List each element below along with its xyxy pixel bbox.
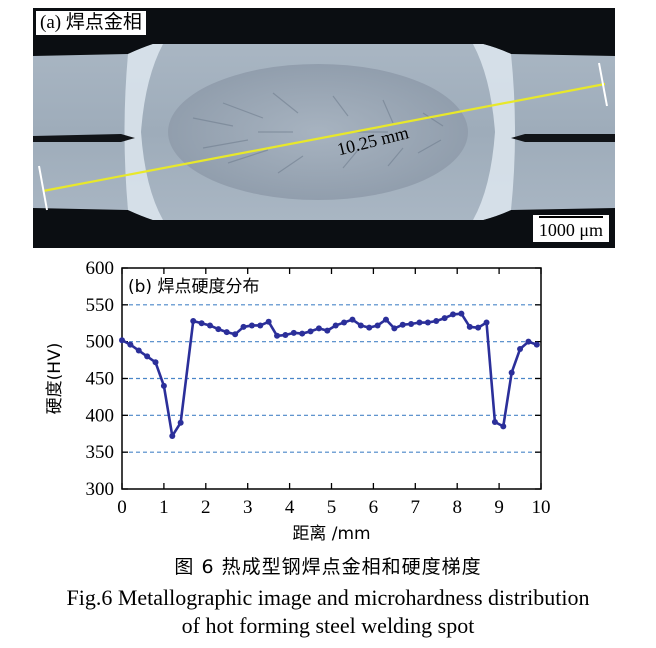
hardness-chart-svg: 300 350 400 450 500 550 600 0 1 2 3 4 5 6 7 8 9 10 (b) 焊点… — [45, 258, 551, 544]
data-point — [458, 310, 465, 317]
data-point — [399, 321, 406, 328]
data-point — [408, 320, 415, 327]
x-tick-label: 8 — [452, 497, 462, 518]
x-tick-label: 1 — [159, 497, 169, 518]
data-point — [374, 322, 381, 329]
nugget-texture — [192, 92, 444, 174]
data-point — [424, 319, 431, 326]
data-point — [190, 318, 197, 325]
scale-bar: 1000 μm — [532, 215, 609, 242]
scale-bar-label: 1000 μm — [538, 220, 603, 240]
y-tick-label: 500 — [86, 332, 115, 353]
x-axis-title: 距离 /mm — [292, 524, 370, 544]
data-point — [290, 329, 297, 336]
data-point — [248, 322, 255, 329]
x-tick-label: 9 — [494, 497, 504, 518]
data-point — [525, 338, 532, 345]
x-tick-label: 6 — [369, 497, 379, 518]
y-tick-label: 350 — [86, 442, 115, 463]
data-point — [160, 382, 167, 389]
data-point — [232, 331, 239, 338]
data-point — [382, 316, 389, 323]
measurement-line — [42, 82, 606, 193]
data-point — [215, 326, 222, 333]
data-point — [169, 432, 176, 439]
data-point — [517, 346, 524, 353]
data-point — [483, 319, 490, 326]
data-point — [127, 341, 134, 348]
data-point — [433, 318, 440, 325]
data-point — [324, 327, 331, 334]
data-point — [307, 328, 314, 335]
x-tick-label: 0 — [117, 497, 127, 518]
data-point — [223, 329, 230, 336]
data-point — [206, 322, 213, 329]
figure-caption-en-line1: Fig.6 Metallographic image and microhard… — [66, 585, 590, 610]
data-point — [240, 323, 247, 330]
data-point — [450, 311, 457, 318]
x-tick-label: 5 — [327, 497, 337, 518]
panel-a-label: (a) 焊点金相 — [36, 11, 146, 35]
data-point — [491, 418, 498, 425]
x-tick-label: 10 — [532, 497, 551, 518]
data-point — [152, 359, 159, 366]
y-tick-label: 450 — [86, 369, 115, 390]
x-tick-label: 4 — [285, 497, 295, 518]
data-point — [349, 316, 356, 323]
data-point — [391, 325, 398, 332]
chart-title: (b) 焊点硬度分布 — [128, 277, 259, 297]
data-point — [533, 341, 540, 348]
data-point — [198, 320, 205, 327]
data-point — [366, 324, 373, 331]
data-point — [416, 319, 423, 326]
data-point — [265, 318, 272, 325]
data-point — [177, 419, 184, 426]
y-axis-title: 硬度(HV) — [45, 343, 65, 415]
data-point — [357, 322, 364, 329]
data-point — [508, 369, 515, 376]
data-point — [441, 315, 448, 322]
data-point — [315, 325, 322, 332]
weld-nugget — [168, 64, 468, 200]
y-tick-label: 550 — [86, 295, 115, 316]
figure-caption-cn: 图 6 热成型钢焊点金相和硬度梯度 — [174, 556, 482, 578]
data-point — [500, 423, 507, 430]
data-point — [332, 322, 339, 329]
data-point — [119, 337, 125, 344]
data-point — [274, 332, 281, 339]
y-tick-label: 300 — [86, 479, 115, 500]
data-point — [282, 332, 289, 339]
data-point — [299, 330, 306, 337]
hardness-chart: 300 350 400 450 500 550 600 0 1 2 3 4 5 6 7 8 9 10 (b) 焊点… — [0, 258, 656, 558]
data-point — [475, 324, 482, 331]
data-point — [466, 323, 473, 330]
data-point — [341, 319, 348, 326]
haz-left — [124, 44, 163, 220]
metallographic-image: (a) 焊点金相 10.25 mm 1000 μm — [33, 8, 615, 248]
y-tick-label: 400 — [86, 405, 115, 426]
data-point — [144, 353, 151, 360]
figure-caption-en-line2: of hot forming steel welding spot — [181, 613, 475, 638]
scale-bar-line — [538, 216, 603, 218]
x-tick-label: 7 — [411, 497, 421, 518]
sheet-gap-left — [33, 134, 135, 142]
weld-cross-section — [33, 44, 615, 220]
measurement-tick-right — [598, 62, 608, 107]
measurement-tick-left — [38, 165, 48, 211]
x-tick-label: 3 — [243, 497, 253, 518]
haz-right — [473, 44, 515, 220]
data-point — [135, 347, 142, 354]
x-tick-label: 2 — [201, 497, 211, 518]
sheet-gap-right — [511, 134, 615, 142]
y-tick-label: 600 — [86, 258, 115, 279]
data-point — [257, 322, 264, 329]
